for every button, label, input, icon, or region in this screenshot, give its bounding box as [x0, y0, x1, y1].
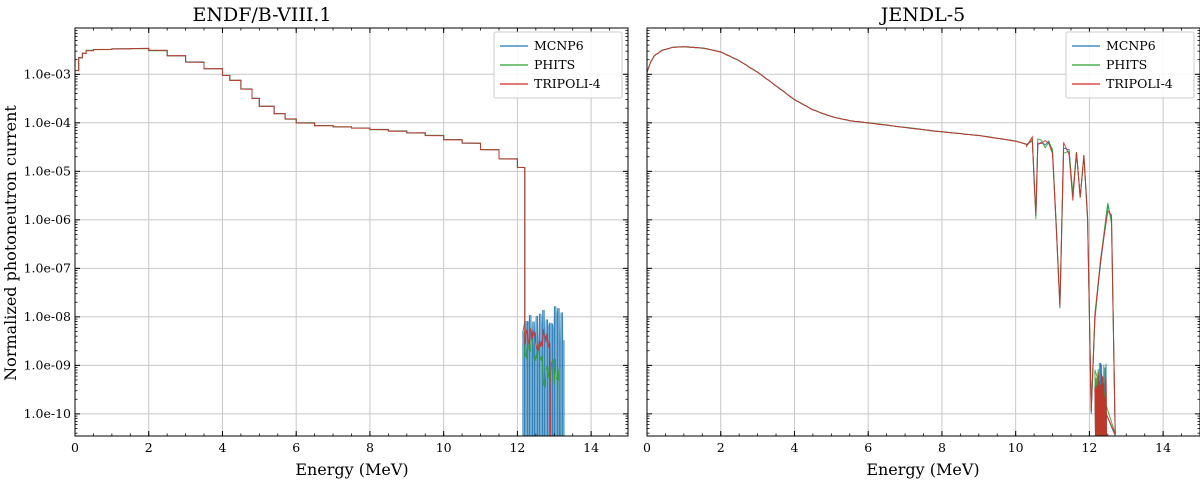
series-line-tripoli-4	[646, 46, 1116, 437]
x-tick-label: 0	[643, 440, 651, 455]
legend-label: PHITS	[1106, 57, 1147, 72]
x-tick-label: 12	[509, 440, 525, 455]
ticks: 0 2 4 6 8 10 12 14 1.0e-10 1.0e-09 1.0e-08 1.0e-07 1…	[24, 28, 629, 455]
curves	[646, 46, 1116, 437]
x-tick-label: 4	[790, 440, 798, 455]
y-tick-label: 1.0e-03	[24, 66, 71, 81]
legend-label: TRIPOLI-4	[1106, 76, 1173, 91]
legend-label: PHITS	[534, 57, 575, 72]
legend: MCNP6 PHITS TRIPOLI-4	[1065, 31, 1195, 99]
panel-jendl: JENDL-5 0 2 4 6 8 10 12 14 Energy (MeV) MCNP6 PH…	[643, 4, 1200, 479]
x-axis-label: Energy (MeV)	[866, 460, 979, 479]
panel-title: ENDF/B-VIII.1	[192, 4, 331, 26]
legend-box	[493, 31, 623, 99]
x-tick-label: 8	[938, 440, 946, 455]
panel-endf: ENDF/B-VIII.1 0 2 4 6 8 10 12 14 1.0e-10 1.0e-09 1…	[24, 4, 629, 479]
x-tick-label: 4	[218, 440, 226, 455]
x-tick-label: 8	[366, 440, 374, 455]
legend-box	[1065, 31, 1195, 99]
series-line-mcnp6	[646, 46, 1116, 437]
x-tick-label: 14	[1155, 440, 1171, 455]
x-tick-label: 0	[71, 440, 79, 455]
x-tick-label: 6	[292, 440, 300, 455]
y-axis-label: Normalized photoneutron current	[1, 105, 20, 381]
legend: MCNP6 PHITS TRIPOLI-4	[493, 31, 623, 99]
x-tick-label: 2	[717, 440, 725, 455]
series-line-phits	[646, 46, 1116, 437]
y-tick-label: 1.0e-07	[24, 260, 71, 275]
x-axis-label: Energy (MeV)	[295, 460, 408, 479]
x-tick-label: 10	[436, 440, 452, 455]
grid	[647, 28, 1200, 436]
legend-label: TRIPOLI-4	[534, 76, 601, 91]
x-tick-label: 14	[583, 440, 599, 455]
x-tick-label: 10	[1008, 440, 1024, 455]
x-tick-label: 12	[1081, 440, 1097, 455]
x-tick-label: 6	[864, 440, 872, 455]
y-tick-label: 1.0e-10	[24, 406, 71, 421]
y-tick-label: 1.0e-09	[24, 357, 71, 372]
legend-label: MCNP6	[534, 38, 584, 53]
y-tick-label: 1.0e-04	[24, 115, 71, 130]
panel-title: JENDL-5	[879, 4, 965, 26]
y-tick-label: 1.0e-05	[24, 163, 71, 178]
x-tick-label: 2	[145, 440, 153, 455]
legend-label: MCNP6	[1106, 38, 1156, 53]
series-line-phits	[74, 48, 561, 437]
series-line-tripoli-4	[75, 47, 552, 437]
y-tick-label: 1.0e-06	[24, 212, 71, 227]
y-tick-label: 1.0e-08	[24, 309, 71, 324]
